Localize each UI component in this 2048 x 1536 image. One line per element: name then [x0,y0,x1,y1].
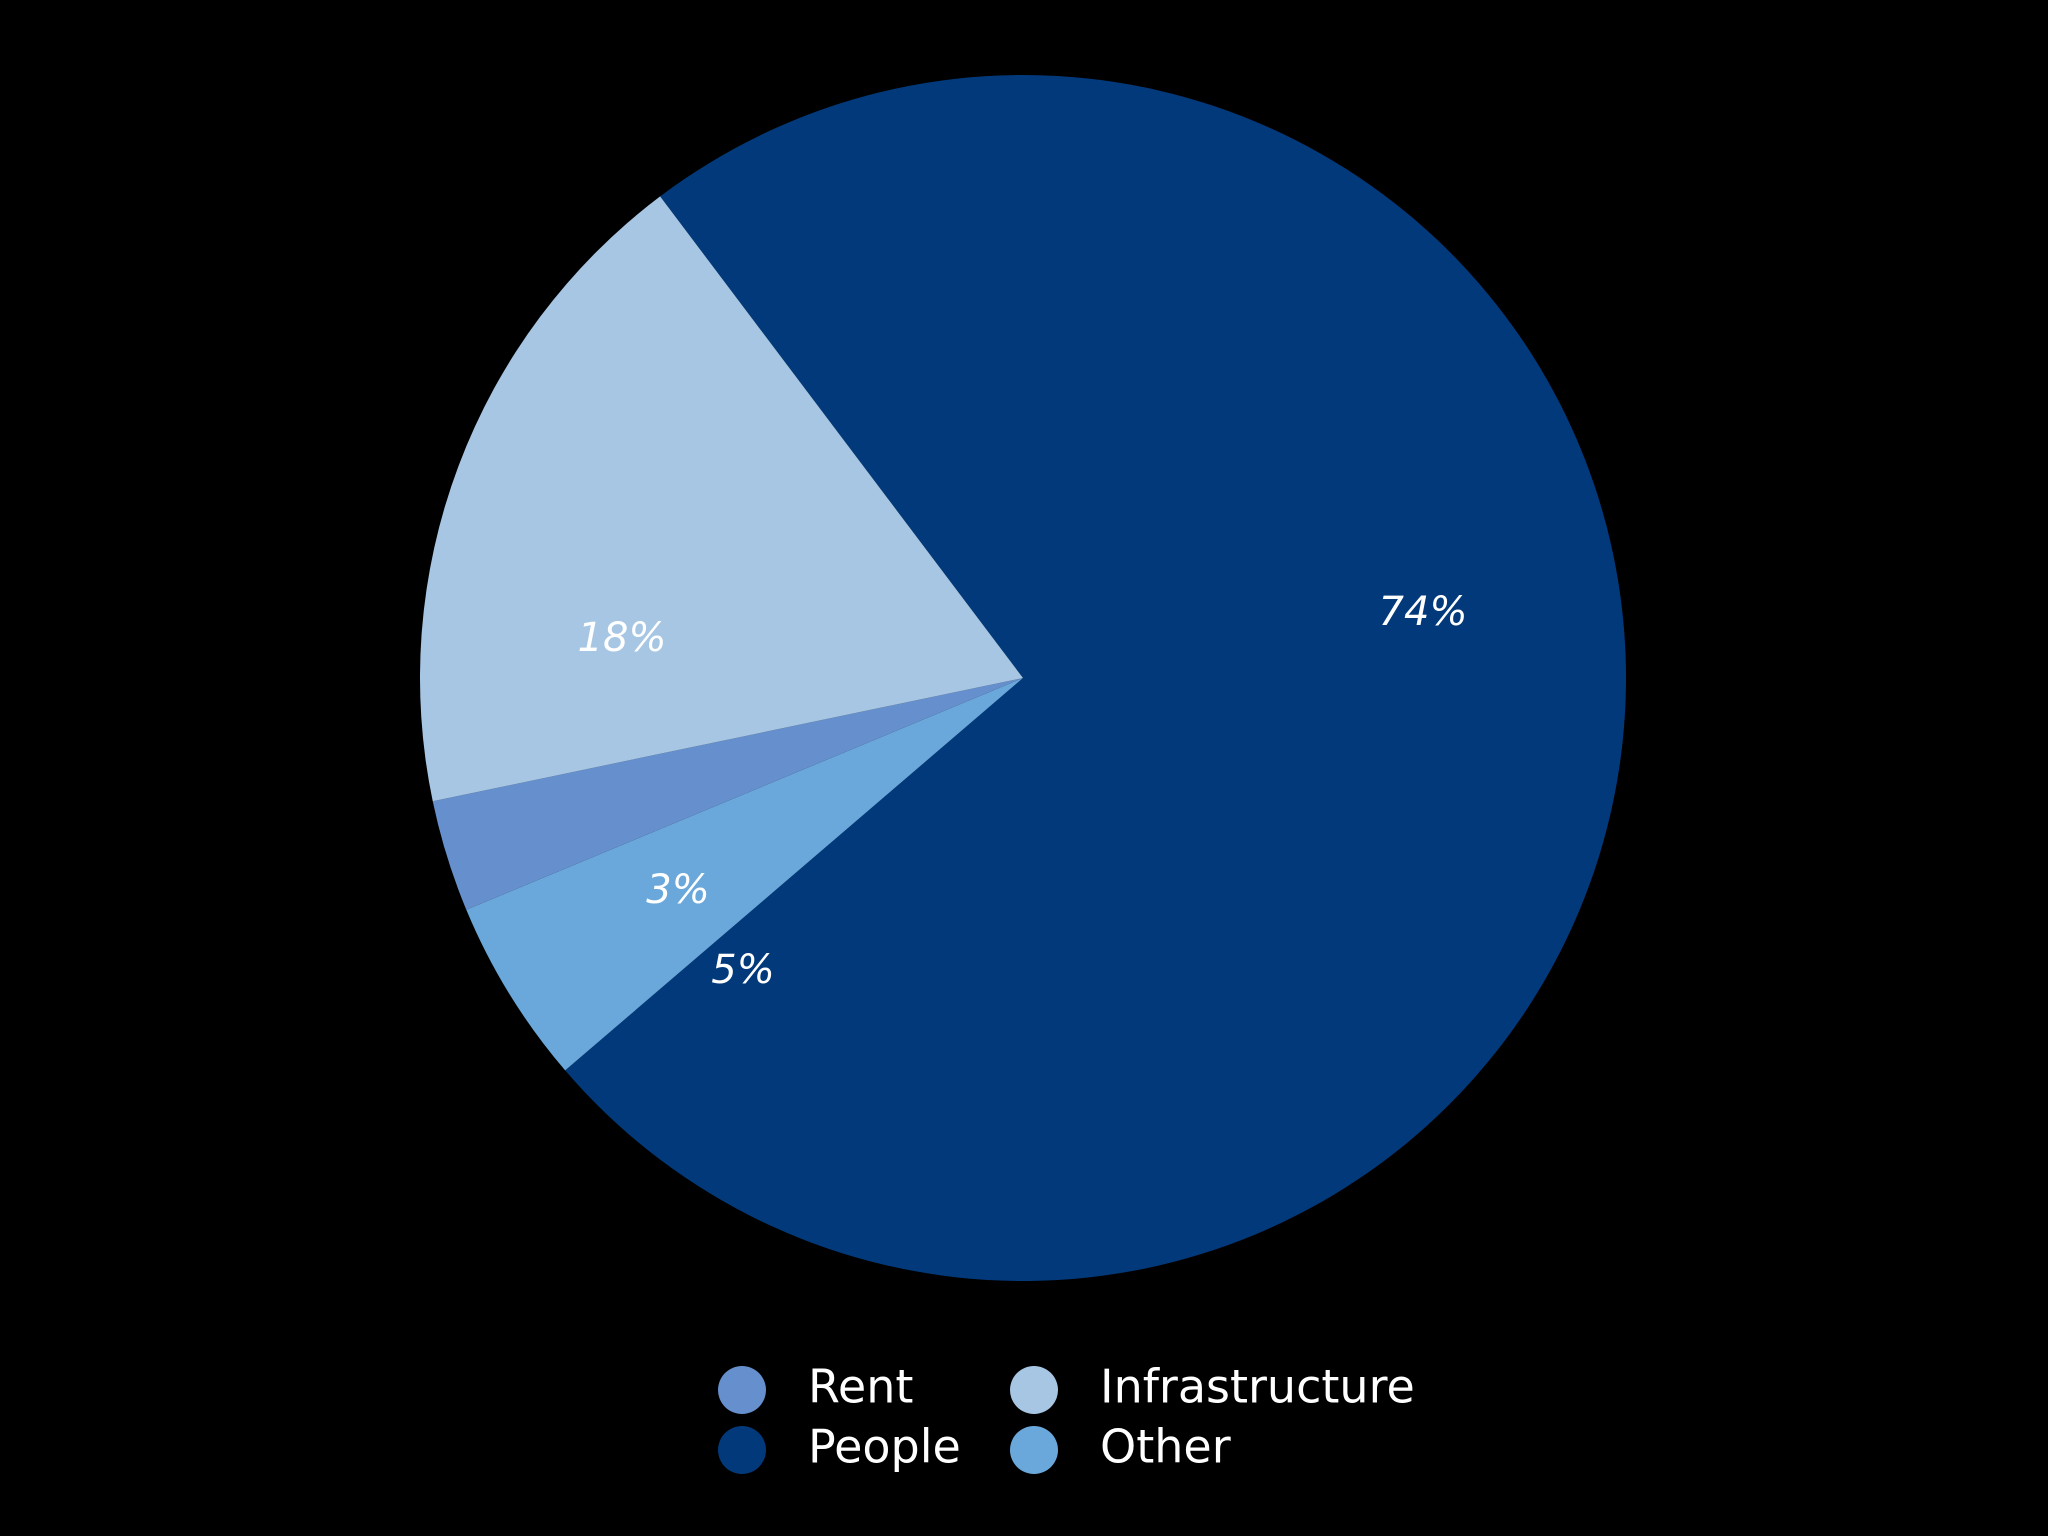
slice-label-infrastructure: 18% [578,615,667,661]
pie-slice-infrastructure [419,196,1024,802]
pie-slice-people [565,75,1626,1282]
pie-slice-other [466,678,1023,1071]
slice-label-other: 5% [711,947,774,993]
slice-label-people: 74% [1379,589,1468,635]
legend-swatch-people [718,1426,766,1474]
legend-swatch-infrastructure [1010,1366,1058,1414]
legend: Rent Infrastructure People Other [718,1360,1415,1474]
pie-slices [419,75,1626,1282]
legend-label-rent: Rent [808,1360,913,1414]
legend-swatch-rent [718,1366,766,1414]
slice-label-rent: 3% [646,867,709,913]
pie-slice-labels: 74% 5%3% 18% [578,589,1468,993]
pie-slice-rent [432,678,1023,910]
legend-swatch-other [1010,1426,1058,1474]
legend-label-people: People [808,1420,961,1474]
legend-label-infrastructure: Infrastructure [1100,1360,1415,1414]
legend-label-other: Other [1100,1420,1231,1474]
